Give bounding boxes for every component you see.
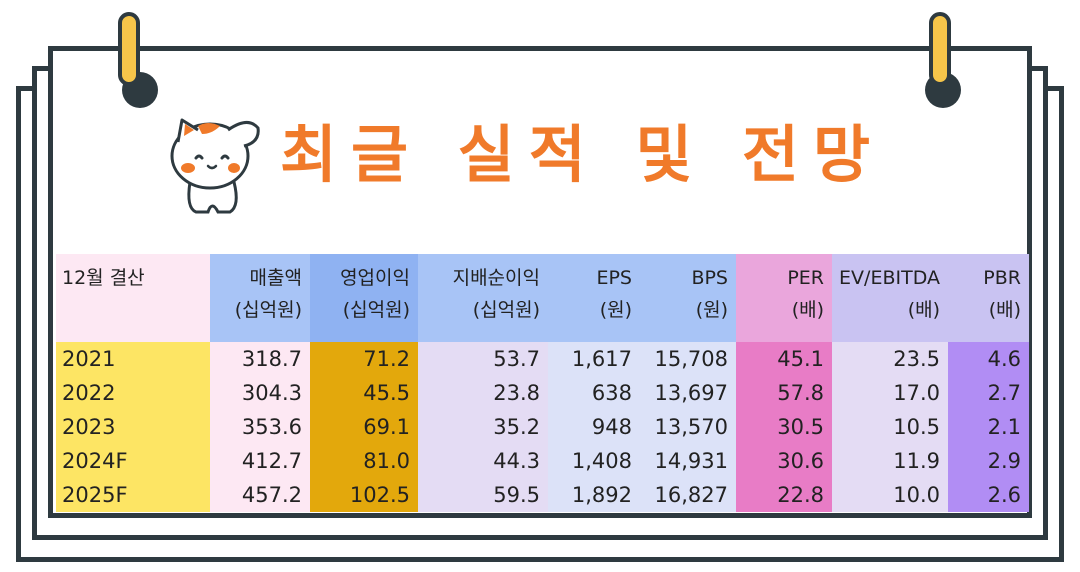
header-bps: BPS (원)	[640, 254, 736, 342]
net-income-cell: 59.5	[418, 478, 548, 512]
header-corner: 12월 결산	[56, 254, 210, 342]
eps-cell: 638	[548, 376, 640, 410]
year-cell: 2022	[56, 376, 210, 410]
ev-ebitda-cell: 10.5	[832, 410, 948, 444]
year-cell: 2021	[56, 342, 210, 376]
revenue-cell: 412.7	[210, 444, 310, 478]
operating-profit-cell: 71.2	[310, 342, 418, 376]
binder-clip-right	[929, 12, 951, 86]
net-income-cell: 23.8	[418, 376, 548, 410]
year-cell: 2025F	[56, 478, 210, 512]
bps-cell: 14,931	[640, 444, 736, 478]
eps-cell: 1,617	[548, 342, 640, 376]
pbr-cell: 2.9	[948, 444, 1029, 478]
header-per: PER (배)	[736, 254, 832, 342]
table-row: 2025F 457.2 102.5 59.5 1,892 16,827 22.8 10.0 2.…	[56, 478, 1029, 512]
header-eps: EPS (원)	[548, 254, 640, 342]
table-row: 2022 304.3 45.5 23.8 638 13,697 57.8 17.0 2.7	[56, 376, 1029, 410]
revenue-cell: 353.6	[210, 410, 310, 444]
bps-cell: 13,570	[640, 410, 736, 444]
net-income-cell: 35.2	[418, 410, 548, 444]
operating-profit-cell: 69.1	[310, 410, 418, 444]
table-row: 2023 353.6 69.1 35.2 948 13,570 30.5 10.5 2.1	[56, 410, 1029, 444]
financial-table: 12월 결산 매출액 (십억원) 영업이익 (십억원) 지배순이익 (십억원) EPS…	[56, 254, 1029, 512]
per-cell: 22.8	[736, 478, 832, 512]
revenue-cell: 457.2	[210, 478, 310, 512]
operating-profit-cell: 102.5	[310, 478, 418, 512]
header-revenue: 매출액 (십억원)	[210, 254, 310, 342]
cat-mascot-icon	[170, 118, 260, 214]
header-ev-ebitda: EV/EBITDA (배)	[832, 254, 948, 342]
net-income-cell: 44.3	[418, 444, 548, 478]
bps-cell: 15,708	[640, 342, 736, 376]
pbr-cell: 4.6	[948, 342, 1029, 376]
ev-ebitda-cell: 10.0	[832, 478, 948, 512]
binder-clip-left	[118, 12, 140, 86]
ev-ebitda-cell: 11.9	[832, 444, 948, 478]
revenue-cell: 318.7	[210, 342, 310, 376]
eps-cell: 1,408	[548, 444, 640, 478]
header-operating-profit: 영업이익 (십억원)	[310, 254, 418, 342]
pbr-cell: 2.7	[948, 376, 1029, 410]
header-pbr: PBR (배)	[948, 254, 1029, 342]
year-cell: 2023	[56, 410, 210, 444]
pbr-cell: 2.6	[948, 478, 1029, 512]
pbr-cell: 2.1	[948, 410, 1029, 444]
per-cell: 30.5	[736, 410, 832, 444]
per-cell: 30.6	[736, 444, 832, 478]
table-header-row: 12월 결산 매출액 (십억원) 영업이익 (십억원) 지배순이익 (십억원) EPS…	[56, 254, 1029, 342]
per-cell: 57.8	[736, 376, 832, 410]
bps-cell: 13,697	[640, 376, 736, 410]
operating-profit-cell: 45.5	[310, 376, 418, 410]
operating-profit-cell: 81.0	[310, 444, 418, 478]
eps-cell: 1,892	[548, 478, 640, 512]
ev-ebitda-cell: 23.5	[832, 342, 948, 376]
ev-ebitda-cell: 17.0	[832, 376, 948, 410]
eps-cell: 948	[548, 410, 640, 444]
per-cell: 45.1	[736, 342, 832, 376]
bps-cell: 16,827	[640, 478, 736, 512]
revenue-cell: 304.3	[210, 376, 310, 410]
net-income-cell: 53.7	[418, 342, 548, 376]
page-title: 최글 실적 및 전망	[280, 118, 885, 191]
header-net-income: 지배순이익 (십억원)	[418, 254, 548, 342]
table-row: 2024F 412.7 81.0 44.3 1,408 14,931 30.6 11.9 2.9	[56, 444, 1029, 478]
table-row: 2021 318.7 71.2 53.7 1,617 15,708 45.1 23.5 4.6	[56, 342, 1029, 376]
year-cell: 2024F	[56, 444, 210, 478]
